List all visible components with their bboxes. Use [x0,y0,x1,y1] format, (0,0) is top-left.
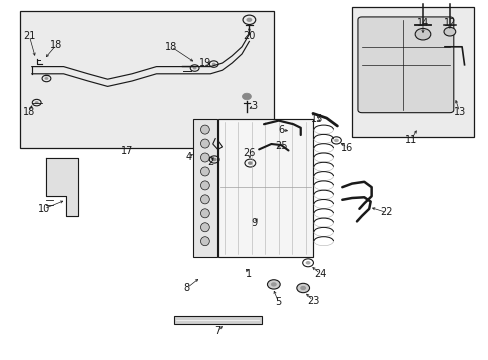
Bar [20,11,273,148]
Text: 18: 18 [50,40,62,50]
Circle shape [211,63,215,66]
Ellipse shape [200,195,209,204]
Text: 24: 24 [313,269,326,279]
Circle shape [267,280,280,289]
Ellipse shape [200,125,209,134]
Text: 5: 5 [275,297,281,307]
Bar [351,7,473,137]
Bar [173,316,261,324]
Bar [193,119,216,257]
Ellipse shape [200,237,209,246]
Circle shape [211,158,216,161]
Text: 26: 26 [243,148,255,158]
Circle shape [443,27,455,36]
Circle shape [44,77,48,80]
Text: 7: 7 [214,326,220,336]
Text: 19: 19 [199,58,211,68]
Circle shape [242,93,251,100]
Ellipse shape [200,223,209,232]
Text: 14: 14 [416,18,428,28]
Ellipse shape [200,139,209,148]
Text: 11: 11 [404,135,416,145]
Circle shape [414,28,430,40]
Text: 3: 3 [251,101,257,111]
Text: 21: 21 [23,31,36,41]
Text: 20: 20 [243,31,255,41]
Bar [217,119,312,257]
Text: 16: 16 [340,143,353,153]
Circle shape [246,18,252,22]
Text: 1: 1 [246,269,252,279]
Polygon shape [46,158,78,216]
Circle shape [333,139,338,142]
Ellipse shape [200,167,209,176]
FancyBboxPatch shape [357,17,453,113]
Text: 2: 2 [207,157,213,167]
Ellipse shape [200,209,209,218]
Ellipse shape [200,181,209,190]
Text: 4: 4 [185,152,191,162]
Text: 12: 12 [443,18,455,28]
Text: 15: 15 [310,114,323,124]
Circle shape [247,161,252,165]
Circle shape [270,282,276,287]
Ellipse shape [200,153,209,162]
Text: 8: 8 [183,283,189,293]
Circle shape [296,283,309,293]
Text: 13: 13 [452,107,465,117]
Text: 6: 6 [278,125,284,135]
Circle shape [300,286,305,290]
Text: 18: 18 [23,107,36,117]
Text: 25: 25 [274,141,287,151]
Text: 9: 9 [251,218,257,228]
Circle shape [192,67,196,69]
Text: 18: 18 [164,42,177,52]
Text: 17: 17 [121,146,133,156]
Circle shape [35,101,39,104]
Circle shape [305,261,310,265]
Text: 23: 23 [306,296,319,306]
Text: 10: 10 [38,204,50,214]
Text: 22: 22 [379,207,392,217]
